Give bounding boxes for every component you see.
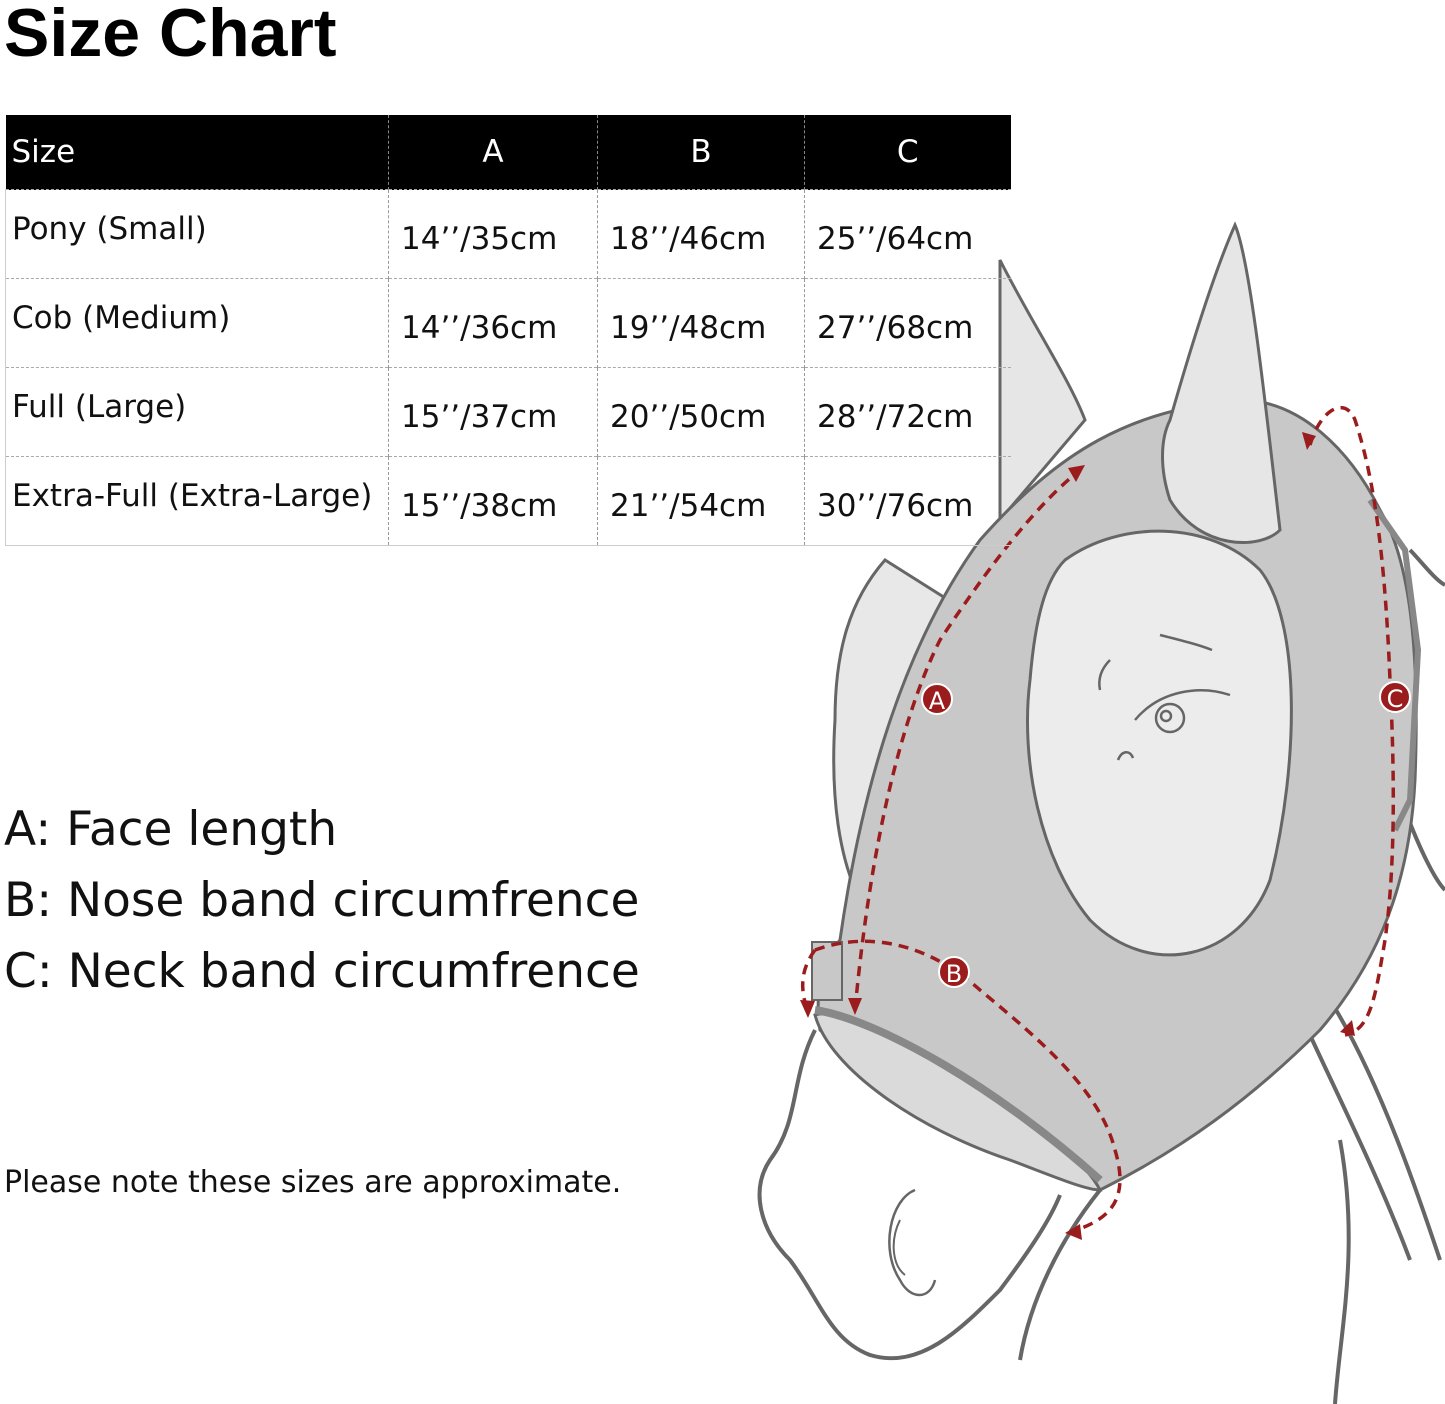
arrowheads bbox=[800, 432, 1355, 1240]
header-size: Size bbox=[5, 115, 389, 190]
value-b: 19’’/48cm bbox=[597, 278, 805, 368]
value-a: 15’’/37cm bbox=[388, 367, 598, 457]
table-row: Pony (Small) 14’’/35cm 18’’/46cm 25’’/64… bbox=[5, 189, 1011, 279]
size-name: Pony (Small) bbox=[5, 189, 389, 279]
marker-a-label: A bbox=[929, 687, 946, 715]
value-a: 14’’/36cm bbox=[388, 278, 598, 368]
header-b: B bbox=[597, 115, 805, 190]
value-b: 21’’/54cm bbox=[597, 456, 805, 546]
size-table: Size A B C Pony (Small) 14’’/35cm 18’’/4… bbox=[5, 115, 1011, 546]
legend-b: B: Nose band circumfrence bbox=[4, 873, 640, 928]
value-b: 18’’/46cm bbox=[597, 189, 805, 279]
value-b: 20’’/50cm bbox=[597, 367, 805, 457]
eye-window bbox=[1026, 529, 1293, 957]
value-a: 14’’/35cm bbox=[388, 189, 598, 279]
marker-c: C bbox=[1379, 681, 1411, 713]
approximate-sizes-note: Please note these sizes are approximate. bbox=[4, 1165, 622, 1200]
header-a: A bbox=[388, 115, 598, 190]
size-name: Full (Large) bbox=[5, 367, 389, 457]
size-name: Cob (Medium) bbox=[5, 278, 389, 368]
value-a: 15’’/38cm bbox=[388, 456, 598, 546]
right-ear bbox=[1161, 221, 1282, 544]
table-row: Cob (Medium) 14’’/36cm 19’’/48cm 27’’/68… bbox=[5, 278, 1011, 368]
value-c: 30’’/76cm bbox=[804, 456, 1011, 546]
table-row: Full (Large) 15’’/37cm 20’’/50cm 28’’/72… bbox=[5, 367, 1011, 457]
table-row: Extra-Full (Extra-Large) 15’’/38cm 21’’/… bbox=[5, 456, 1011, 546]
legend-a: A: Face length bbox=[4, 802, 338, 857]
eye-icon bbox=[1098, 633, 1231, 761]
marker-c-label: C bbox=[1387, 685, 1404, 713]
value-c: 28’’/72cm bbox=[804, 367, 1011, 457]
marker-a: A bbox=[921, 683, 953, 715]
table-header-row: Size A B C bbox=[5, 115, 1011, 190]
size-name: Extra-Full (Extra-Large) bbox=[5, 456, 389, 546]
legend-c: C: Neck band circumfrence bbox=[4, 944, 640, 999]
header-c: C bbox=[804, 115, 1011, 190]
left-ear bbox=[998, 259, 1087, 525]
marker-b-label: B bbox=[946, 960, 962, 988]
value-c: 27’’/68cm bbox=[804, 278, 1011, 368]
marker-b: B bbox=[938, 956, 970, 988]
page-title: Size Chart bbox=[4, 0, 337, 71]
value-c: 25’’/64cm bbox=[804, 189, 1011, 279]
